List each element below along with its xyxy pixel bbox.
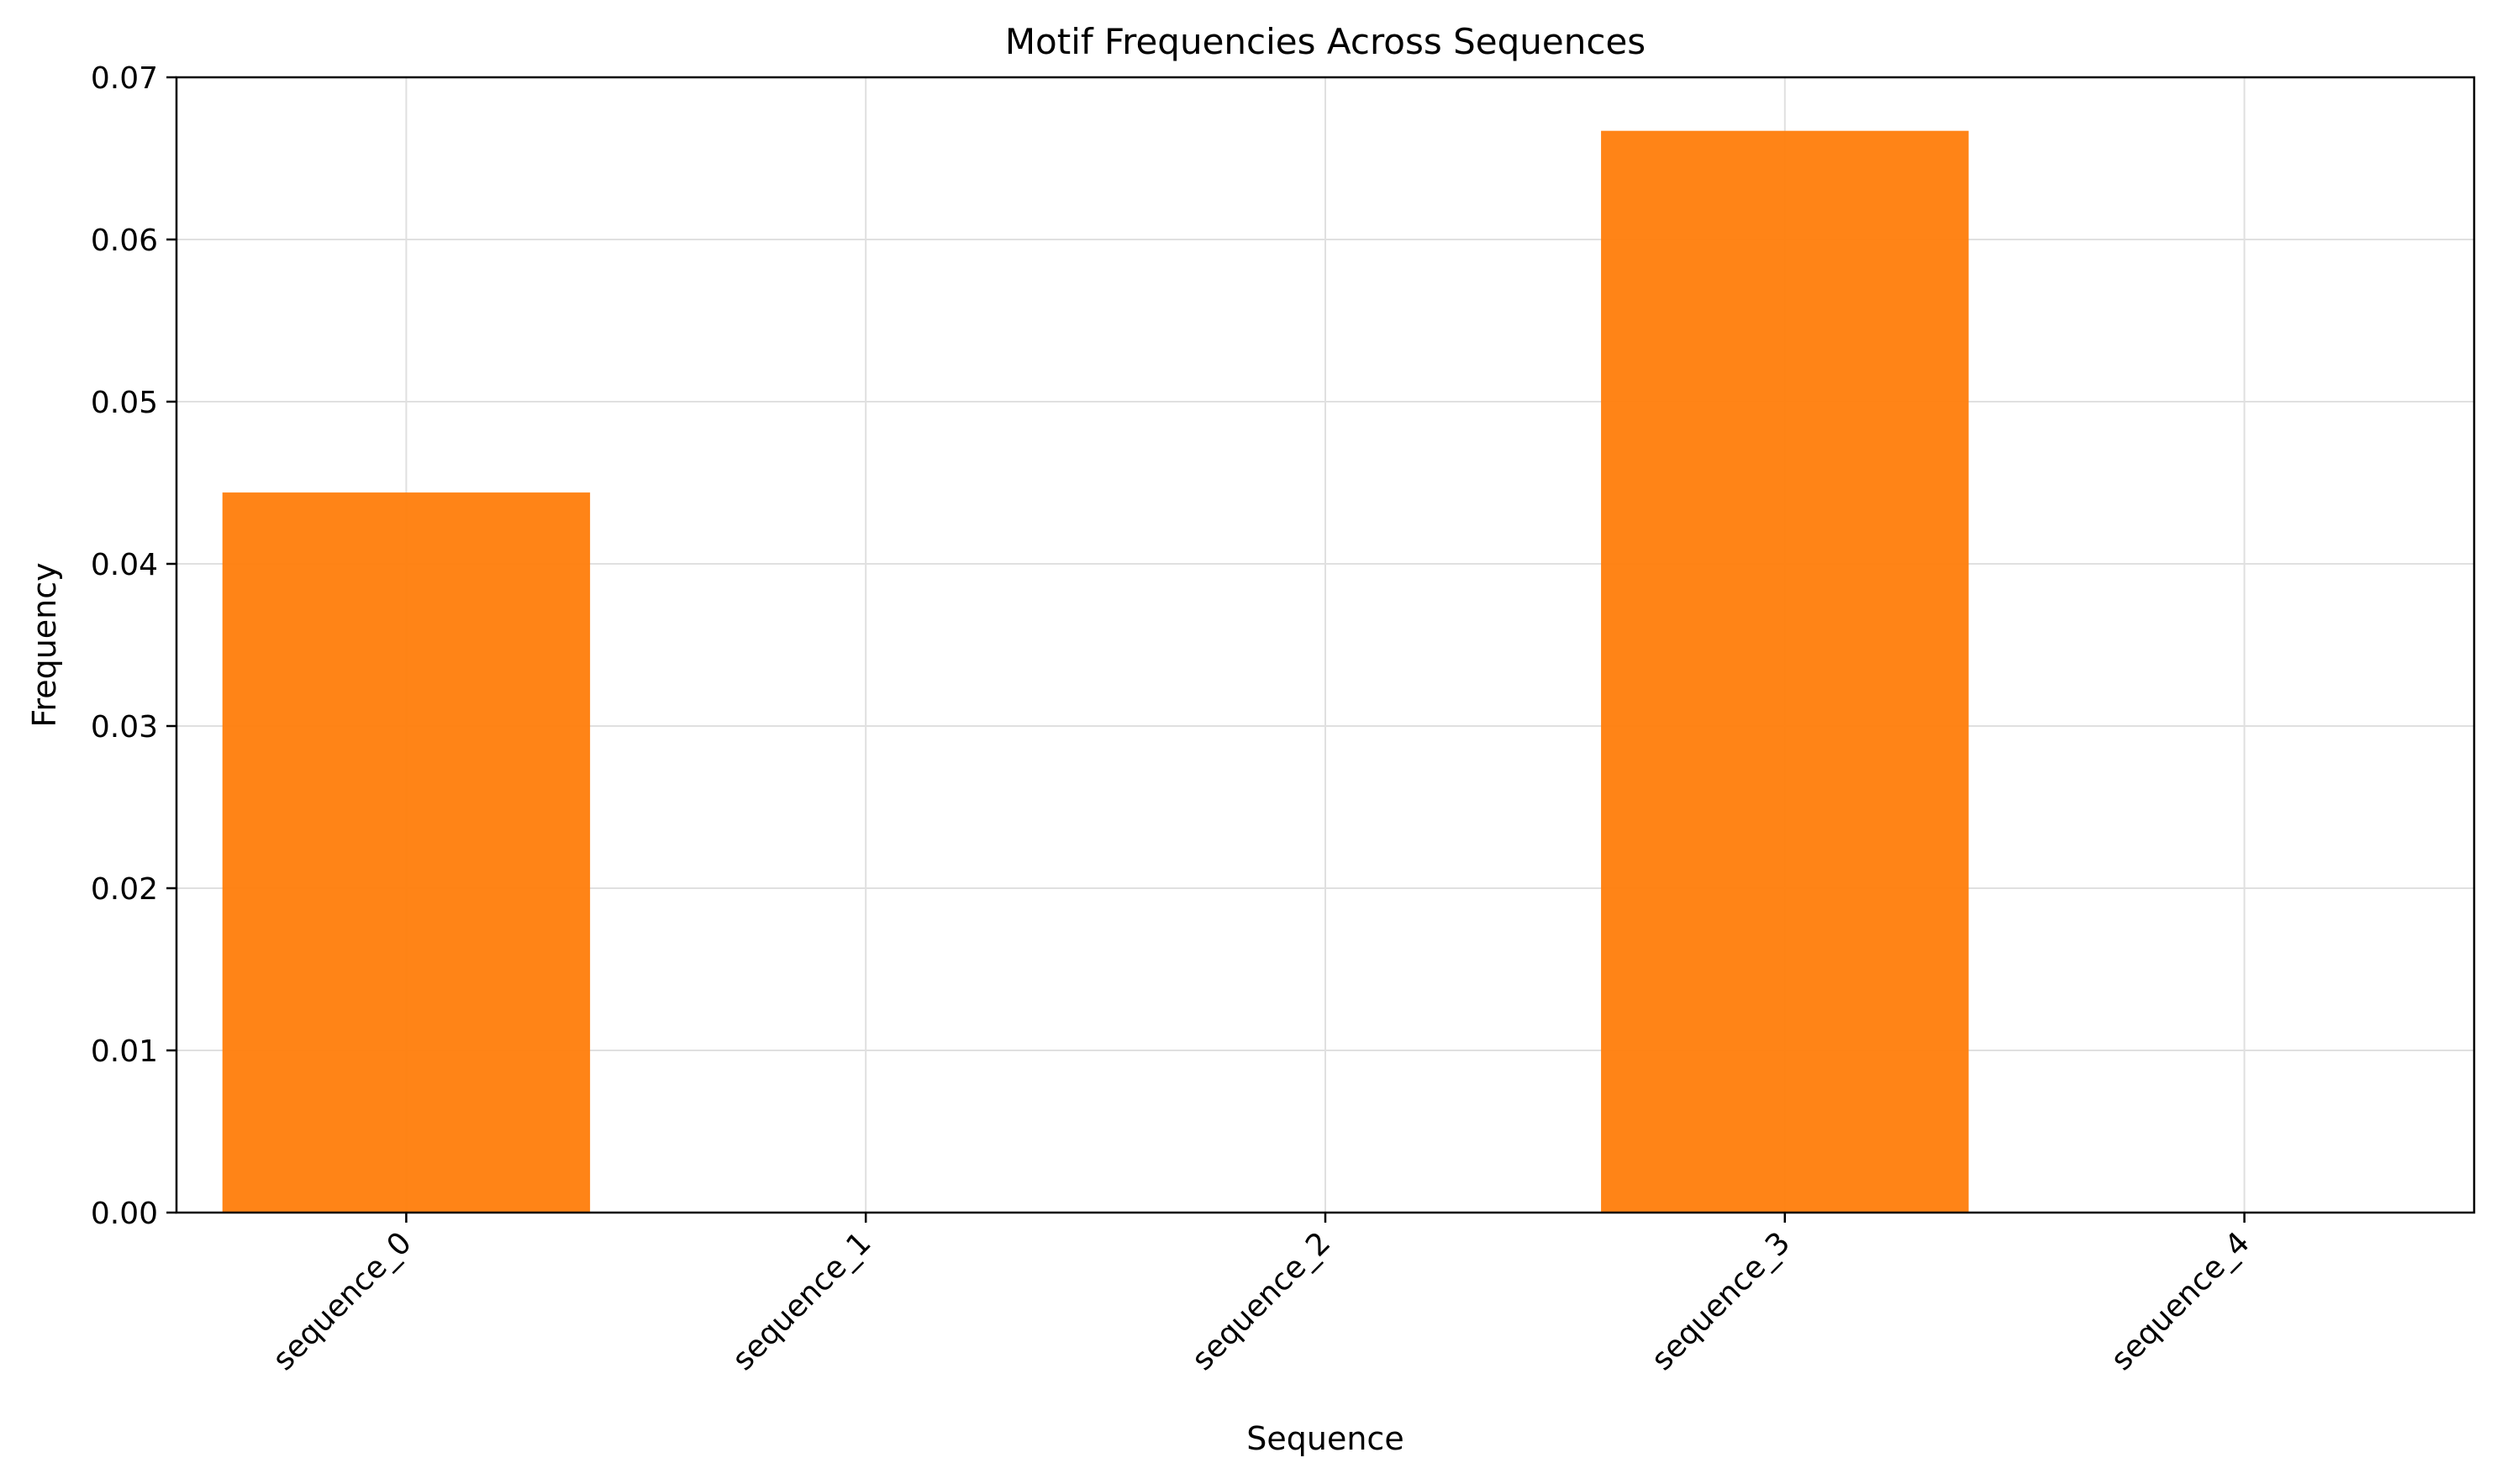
y-tick-label: 0.07 [91, 61, 158, 96]
y-tick-label: 0.02 [91, 872, 158, 907]
bars [222, 130, 1969, 1213]
y-tick-label: 0.06 [91, 224, 158, 258]
x-axis-label: Sequence [1246, 1420, 1403, 1457]
y-tick-label: 0.05 [91, 386, 158, 420]
bar-sequence_0 [222, 492, 591, 1213]
y-axis-label: Frequency [26, 562, 63, 727]
y-tick-label: 0.01 [91, 1034, 158, 1069]
chart-title: Motif Frequencies Across Sequences [1005, 21, 1646, 62]
y-tick-label: 0.00 [91, 1197, 158, 1231]
y-tick-label: 0.03 [91, 710, 158, 745]
bar-sequence_3 [1601, 130, 1969, 1213]
y-tick-label: 0.04 [91, 548, 158, 582]
y-axis-ticks: 0.00 0.01 0.02 0.03 0.04 0.05 0.06 0.07 [91, 61, 176, 1231]
